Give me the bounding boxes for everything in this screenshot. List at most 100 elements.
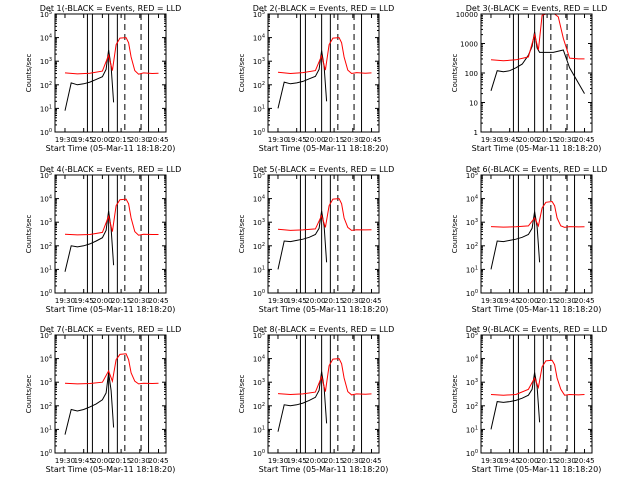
y-tick-label: 101: [253, 104, 265, 113]
y-tick-label: 105: [40, 171, 52, 180]
y-tick-label: 101: [40, 104, 52, 113]
x-axis-label: Start Time (05-Mar-11 18:18:20): [46, 144, 176, 153]
y-tick-label: 102: [40, 81, 52, 90]
y-tick-label: 102: [466, 242, 478, 251]
x-tick-label: 20:45: [574, 297, 594, 305]
x-tick-label: 20:30: [130, 136, 150, 144]
x-tick-label: 20:00: [92, 136, 112, 144]
y-axis-label: Counts/sec: [451, 215, 459, 254]
x-tick-label: 19:45: [500, 136, 520, 144]
series-events: [490, 372, 541, 430]
y-axis-label: Counts/sec: [238, 375, 246, 414]
x-axis-label: Start Time (05-Mar-11 18:18:20): [472, 465, 602, 474]
x-axis-label: Start Time (05-Mar-11 18:18:20): [472, 144, 602, 153]
series-events: [64, 372, 115, 435]
y-tick-label: 10: [469, 100, 478, 108]
y-axis-label: Counts/sec: [451, 54, 459, 93]
panel-title: Det 2(-BLACK = Events, RED = LLD: [253, 4, 394, 13]
y-tick-label: 103: [466, 218, 478, 227]
y-axis-label: Counts/sec: [25, 375, 33, 414]
x-tick-label: 20:30: [130, 297, 150, 305]
y-tick-label: 104: [253, 355, 265, 364]
x-tick-label: 19:30: [481, 457, 501, 465]
y-tick-label: 100: [40, 289, 52, 298]
y-tick-label: 104: [253, 195, 265, 204]
panel-title: Det 5(-BLACK = Events, RED = LLD: [253, 165, 394, 174]
series-lld: [64, 353, 159, 385]
y-tick-label: 100: [40, 449, 52, 458]
y-tick-label: 103: [40, 218, 52, 227]
x-tick-label: 19:45: [287, 136, 307, 144]
y-tick-label: 103: [466, 378, 478, 387]
panel-title: Det 9(-BLACK = Events, RED = LLD: [466, 325, 607, 334]
series-events: [64, 49, 115, 111]
y-tick-label: 103: [40, 57, 52, 66]
x-tick-label: 19:30: [268, 457, 288, 465]
series-events: [490, 31, 585, 94]
x-tick-label: 20:00: [305, 136, 325, 144]
x-tick-label: 20:30: [556, 136, 576, 144]
x-tick-label: 20:45: [574, 457, 594, 465]
x-tick-label: 20:15: [324, 297, 344, 305]
panel-title: Det 3(-BLACK = Events, RED = LLD: [466, 4, 607, 13]
y-tick-label: 104: [40, 355, 52, 364]
y-tick-label: 105: [466, 171, 478, 180]
series-events: [277, 50, 328, 109]
series-lld: [64, 37, 159, 75]
plot-frame: [54, 174, 167, 294]
x-tick-label: 20:00: [305, 297, 325, 305]
x-tick-label: 19:45: [74, 457, 94, 465]
panel-title: Det 1(-BLACK = Events, RED = LLD: [40, 4, 181, 13]
x-tick-label: 19:45: [74, 136, 94, 144]
y-tick-label: 105: [253, 331, 265, 340]
y-tick-label: 101: [40, 425, 52, 434]
panel-title: Det 8(-BLACK = Events, RED = LLD: [253, 325, 394, 334]
plot-frame: [480, 13, 593, 133]
y-axis-label: Counts/sec: [451, 375, 459, 414]
x-tick-label: 20:30: [343, 457, 363, 465]
x-tick-label: 20:00: [518, 136, 538, 144]
x-tick-label: 20:45: [148, 136, 168, 144]
panel-det-4: 10010110210310410519:3019:4520:0020:1520…: [25, 165, 181, 314]
panel-det-9: 10010110210310410519:3019:4520:0020:1520…: [451, 325, 607, 474]
y-axis-label: Counts/sec: [238, 54, 246, 93]
y-tick-label: 102: [253, 242, 265, 251]
x-tick-label: 19:45: [287, 297, 307, 305]
y-tick-label: 105: [466, 331, 478, 340]
panel-title: Det 6(-BLACK = Events, RED = LLD: [466, 165, 607, 174]
x-axis-label: Start Time (05-Mar-11 18:18:20): [259, 305, 389, 314]
panel-det-1: 10010110210310410519:3019:4520:0020:1520…: [25, 4, 181, 153]
y-tick-label: 105: [253, 10, 265, 19]
plot-frame: [480, 174, 593, 294]
y-tick-label: 101: [40, 265, 52, 274]
x-tick-label: 19:45: [500, 297, 520, 305]
y-tick-label: 100: [253, 128, 265, 137]
y-tick-label: 103: [253, 218, 265, 227]
y-tick-label: 100: [465, 70, 478, 78]
y-axis-label: Counts/sec: [238, 215, 246, 254]
x-tick-label: 20:00: [518, 457, 538, 465]
y-tick-label: 100: [253, 289, 265, 298]
y-tick-label: 102: [253, 402, 265, 411]
series-lld: [490, 200, 585, 228]
y-tick-label: 104: [466, 195, 478, 204]
x-tick-label: 20:00: [518, 297, 538, 305]
x-tick-label: 19:30: [55, 297, 75, 305]
series-events: [277, 371, 328, 432]
x-tick-label: 20:45: [361, 297, 381, 305]
x-tick-label: 20:15: [324, 136, 344, 144]
x-tick-label: 20:30: [343, 297, 363, 305]
y-tick-label: 102: [253, 81, 265, 90]
y-tick-label: 105: [40, 331, 52, 340]
y-axis-label: Counts/sec: [25, 54, 33, 93]
x-tick-label: 20:30: [130, 457, 150, 465]
y-tick-label: 101: [466, 265, 478, 274]
y-tick-label: 100: [40, 128, 52, 137]
plot-frame: [267, 174, 380, 294]
plot-frame: [267, 13, 380, 133]
y-tick-label: 102: [40, 402, 52, 411]
x-tick-label: 20:30: [343, 136, 363, 144]
y-tick-label: 10000: [456, 11, 478, 19]
y-tick-label: 100: [253, 449, 265, 458]
plot-frame: [54, 13, 167, 133]
